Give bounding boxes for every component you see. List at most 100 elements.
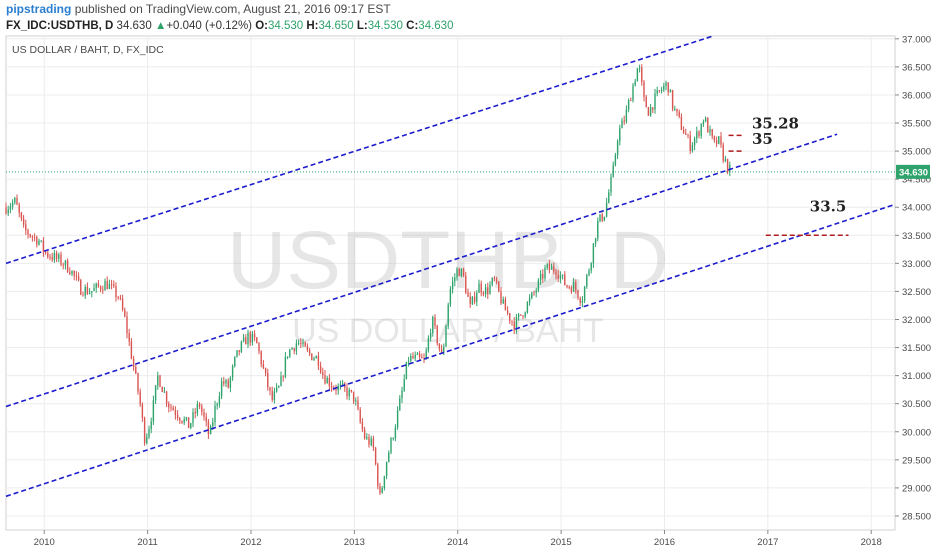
- candle-body: [311, 353, 313, 360]
- candle-body: [308, 349, 311, 354]
- candle-body: [572, 282, 575, 292]
- x-tick-label: 2010: [34, 537, 55, 548]
- candle-body: [247, 332, 249, 345]
- candle-body: [460, 268, 463, 277]
- candle-body: [36, 236, 38, 245]
- y-tick-label: 28.500: [902, 511, 931, 522]
- candle-body: [458, 269, 460, 277]
- candle-body: [462, 268, 465, 276]
- high-value: 34.650: [318, 20, 354, 32]
- candle-body: [454, 277, 456, 282]
- candle-body: [25, 224, 27, 231]
- candlestick-series: [5, 64, 731, 495]
- candle-body: [693, 138, 696, 146]
- trendline-lower-channel[interactable]: [5, 203, 896, 498]
- low-value: 34.530: [367, 20, 403, 32]
- candle-body: [350, 389, 353, 392]
- candle-body: [586, 275, 588, 287]
- candle-body: [225, 380, 227, 384]
- candle-body: [383, 476, 386, 489]
- candle-body: [297, 342, 300, 344]
- candle-body: [498, 281, 500, 292]
- candle-body: [654, 93, 656, 110]
- candle-body: [685, 133, 687, 135]
- symbol-label[interactable]: FX_IDC:USDTHB, D: [6, 20, 114, 32]
- candle-body: [11, 202, 14, 207]
- candle-body: [110, 284, 113, 286]
- candle-body: [168, 403, 170, 408]
- candle-body: [533, 292, 535, 294]
- candle-body: [236, 350, 238, 357]
- x-tick-label: 2014: [447, 537, 468, 548]
- trendline-upper-channel[interactable]: [5, 35, 714, 265]
- candle-body: [601, 214, 603, 221]
- candle-body: [282, 376, 284, 378]
- candle-body: [71, 270, 73, 274]
- candle-body: [38, 240, 40, 245]
- candle-body: [262, 364, 265, 368]
- candle-body: [194, 412, 196, 414]
- candle-body: [535, 290, 537, 293]
- candle-body: [658, 90, 661, 92]
- candle-body: [7, 209, 9, 214]
- candle-body: [403, 379, 405, 391]
- candle-body: [469, 296, 471, 305]
- candle-body: [128, 333, 130, 342]
- candle-body: [187, 417, 190, 429]
- candle-body: [676, 108, 678, 112]
- candle-body: [53, 253, 56, 260]
- candle-body: [174, 410, 177, 415]
- time-axis[interactable]: 2010 2011 2012 2013 2014 2015 2016 2017 2018: [34, 530, 882, 548]
- up-arrow-icon: ▲: [154, 20, 167, 32]
- candle-body: [66, 260, 69, 273]
- close-value: 34.630: [418, 20, 454, 32]
- y-tick-label: 35.500: [902, 119, 931, 130]
- candle-body: [610, 176, 612, 193]
- level-label: 33.5: [810, 197, 847, 215]
- candle-body: [207, 421, 210, 435]
- candle-body: [418, 353, 421, 357]
- candle-body: [544, 267, 546, 279]
- candle-body: [678, 111, 680, 117]
- candle-body: [726, 159, 729, 173]
- candle-body: [436, 325, 438, 344]
- candle-body: [669, 90, 672, 93]
- candle-body: [570, 287, 573, 292]
- candle-body: [517, 314, 520, 318]
- candle-body: [306, 346, 309, 350]
- candle-body: [216, 403, 218, 406]
- candle-body: [718, 136, 720, 144]
- candle-body: [135, 366, 137, 374]
- candle-body: [209, 426, 212, 435]
- candle-body: [663, 85, 665, 90]
- candle-body: [93, 287, 95, 291]
- candle-body: [313, 358, 315, 360]
- candle-body: [597, 220, 599, 239]
- candle-body: [315, 355, 317, 359]
- y-tick-label: 37.000: [902, 34, 931, 45]
- candle-body: [645, 96, 647, 108]
- publish-line: pipstrading published on TradingView.com…: [6, 2, 926, 18]
- candle-body: [176, 414, 179, 419]
- author-link[interactable]: pipstrading: [6, 2, 72, 16]
- candle-body: [487, 287, 489, 294]
- candle-body: [163, 391, 166, 393]
- trendline-middle-channel[interactable]: [5, 133, 838, 408]
- candle-body: [324, 375, 326, 384]
- candle-body: [223, 381, 225, 384]
- candle-body: [579, 297, 581, 303]
- candle-body: [31, 236, 34, 238]
- trendlines[interactable]: [5, 35, 896, 498]
- y-tick-label: 33.500: [902, 231, 931, 242]
- price-change: +0.040 (+0.12%): [166, 20, 252, 32]
- close-label: C:: [406, 20, 419, 32]
- candle-body: [405, 361, 408, 380]
- candle-body: [680, 116, 683, 130]
- candle-body: [304, 342, 306, 347]
- candle-body: [638, 67, 641, 69]
- price-axis[interactable]: 28.500 29.000 29.500 30.000 30.500 31.000 31.5…: [895, 34, 931, 522]
- candle-body: [267, 372, 269, 388]
- candle-body: [269, 387, 271, 391]
